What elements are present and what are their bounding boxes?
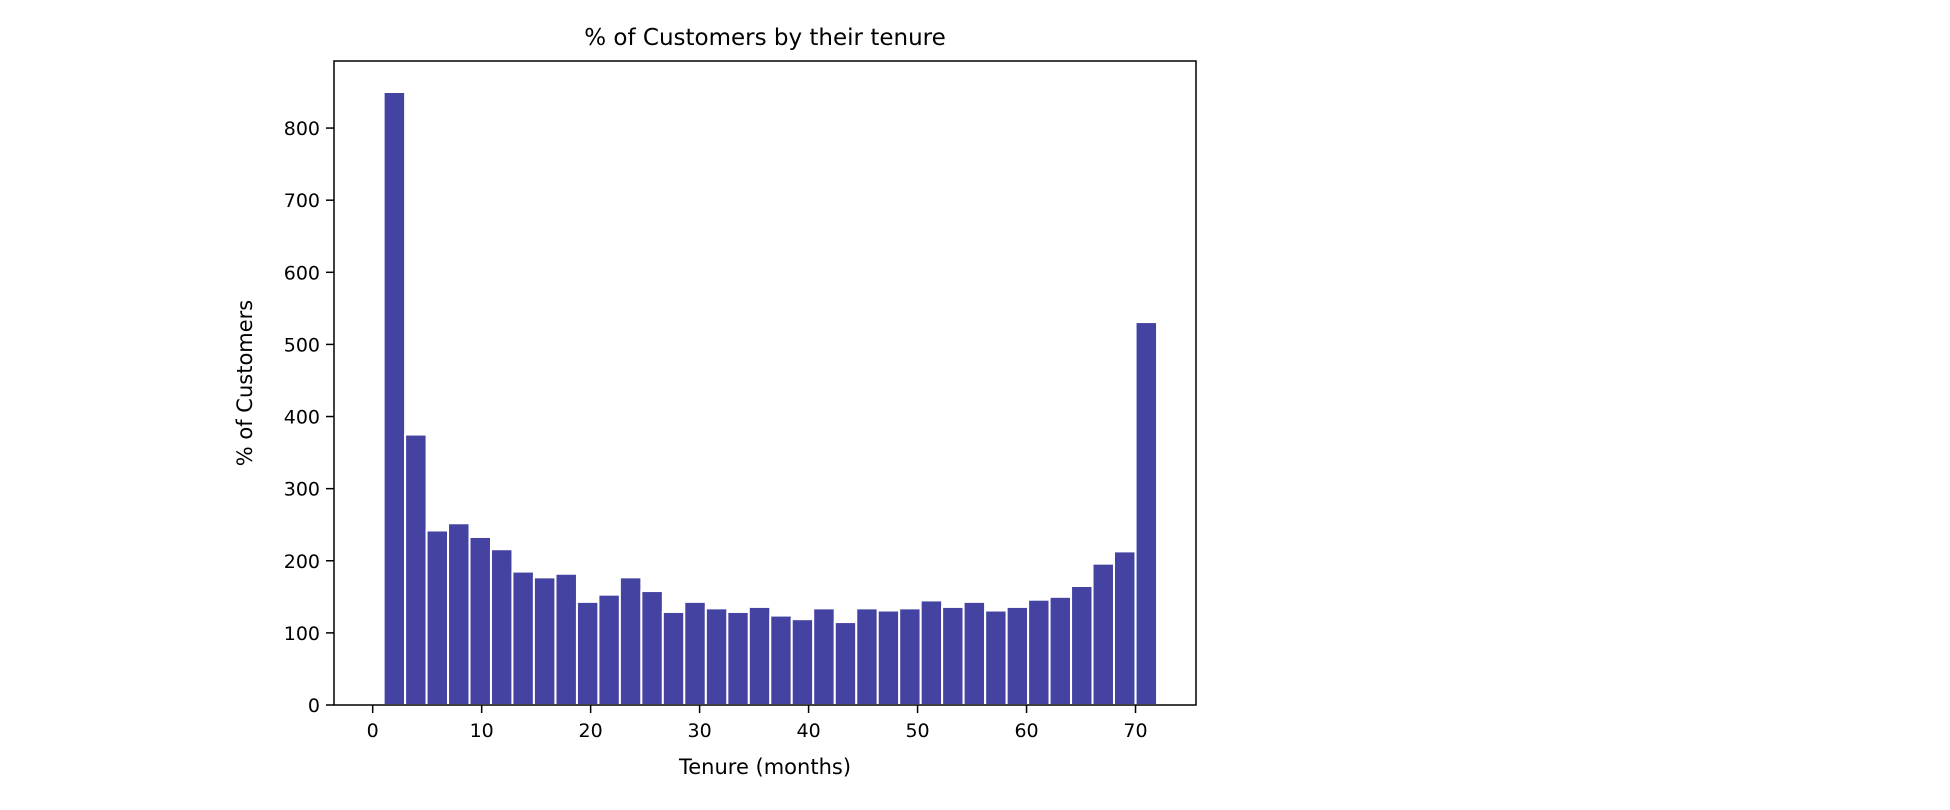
histogram-bar: [1134, 321, 1159, 706]
histogram-bar: [683, 600, 707, 707]
histogram-bar: [704, 607, 729, 707]
histogram-bar: [747, 605, 772, 707]
x-tick-label: 10: [470, 720, 494, 742]
x-tick-label: 70: [1123, 720, 1147, 742]
histogram-bar: [382, 91, 407, 707]
chart-title: % of Customers by their tenure: [584, 25, 946, 51]
histogram-bar: [1070, 585, 1094, 706]
histogram-bar: [597, 593, 621, 706]
histogram-bar: [1027, 598, 1051, 706]
x-tick-label: 40: [796, 720, 820, 742]
histogram-bar: [876, 609, 901, 707]
histogram-bar: [769, 614, 793, 706]
histogram-bar: [898, 607, 922, 707]
histogram-bar: [833, 621, 858, 706]
histogram-bar: [425, 529, 450, 706]
histogram-bar: [855, 607, 879, 707]
histogram-bar: [790, 618, 815, 706]
histogram-bar: [661, 610, 686, 707]
y-tick-label: 600: [284, 262, 320, 284]
y-tick-label: 500: [284, 334, 320, 356]
histogram-bar: [489, 548, 514, 707]
y-axis-label: % of Customers: [233, 300, 257, 467]
histogram-bar: [468, 535, 492, 706]
histogram-bar: [1091, 562, 1116, 706]
histogram-bar: [812, 607, 836, 707]
histogram-bar: [511, 570, 535, 706]
histogram-bar: [1112, 550, 1137, 706]
y-tick-label: 100: [284, 623, 320, 645]
y-tick-label: 700: [284, 190, 320, 212]
y-tick-label: 800: [284, 118, 320, 140]
histogram-bar: [575, 600, 600, 707]
x-tick-label: 20: [579, 720, 603, 742]
histogram-bar: [984, 609, 1008, 707]
histogram-bar: [1005, 605, 1030, 707]
histogram-bar: [447, 522, 471, 707]
y-axis: 0 100 200 300 400 500 600 700 800: [284, 118, 334, 717]
histogram-bar: [919, 599, 944, 707]
histogram-bar: [941, 605, 965, 707]
histogram-bar: [618, 576, 643, 707]
x-axis: 0 10 20 30 40 50 60 70: [367, 705, 1148, 742]
y-tick-label: 300: [284, 479, 320, 501]
histogram-bar: [640, 590, 664, 706]
plot-frame: [333, 60, 1197, 706]
histogram-bar: [962, 600, 987, 707]
x-tick-label: 0: [367, 720, 379, 742]
y-tick-label: 0: [308, 695, 320, 717]
x-tick-label: 30: [688, 720, 712, 742]
y-tick-label: 400: [284, 407, 320, 429]
x-axis-label: Tenure (months): [678, 755, 851, 779]
histogram-bar: [554, 572, 578, 706]
histogram-bar: [404, 433, 428, 706]
x-tick-label: 50: [905, 720, 929, 742]
histogram-bar: [532, 576, 557, 707]
bars-layer: [382, 91, 1159, 707]
histogram-bar: [726, 610, 750, 707]
y-tick-label: 200: [284, 551, 320, 573]
histogram-bar: [1048, 595, 1073, 707]
x-tick-label: 60: [1014, 720, 1038, 742]
